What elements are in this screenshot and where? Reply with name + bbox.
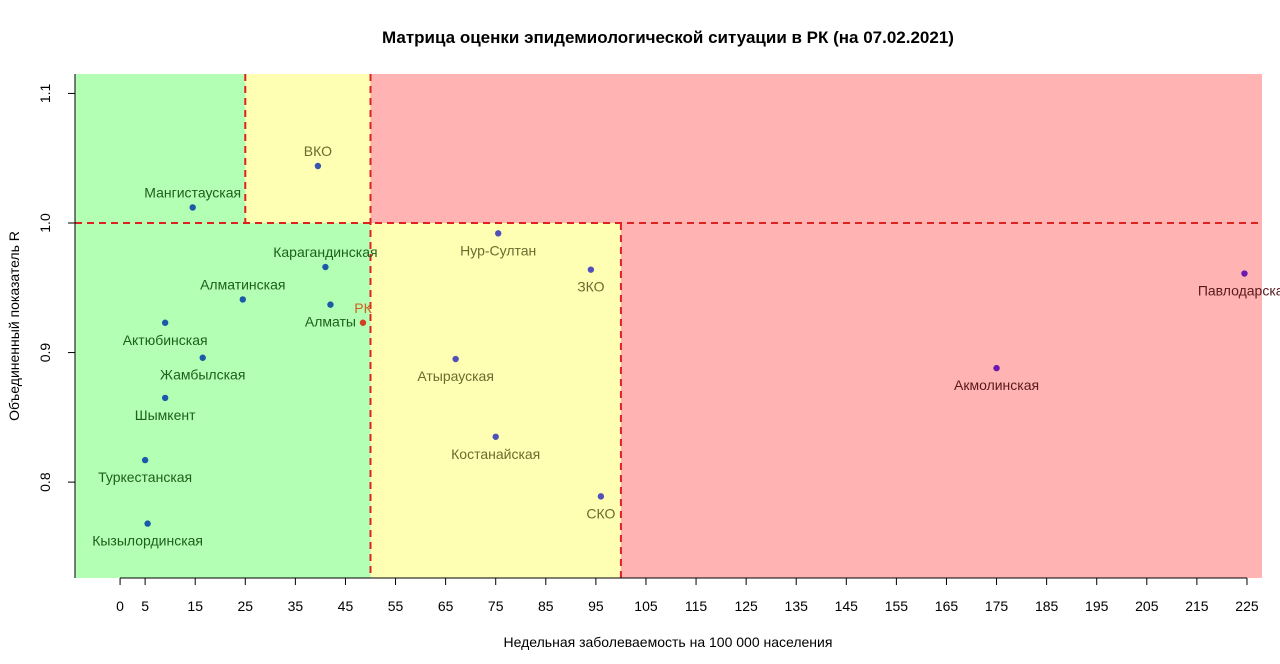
data-point <box>492 433 499 440</box>
x-tick-label: 115 <box>685 598 708 614</box>
x-tick-label: 165 <box>935 598 959 614</box>
point-label: Жамбылская <box>160 367 245 383</box>
data-point <box>199 354 206 361</box>
zone-0 <box>75 74 246 223</box>
point-labels: ВКО Мангистауская Карагандинская Алматинска… <box>92 143 1280 549</box>
data-point <box>597 493 605 500</box>
x-tick-label: 195 <box>1085 598 1109 614</box>
x-tick-label: 215 <box>1185 598 1209 614</box>
x-tick-label: 0 <box>116 598 124 614</box>
point-label: Мангистауская <box>144 184 241 200</box>
data-point <box>327 301 334 308</box>
x-tick-label: 5 <box>141 598 149 614</box>
y-tick-label: 0.8 <box>37 472 53 492</box>
data-point <box>161 394 169 402</box>
data-point <box>1241 270 1248 277</box>
data-points <box>141 162 1248 527</box>
zone-3 <box>75 222 371 578</box>
x-tick-label: 55 <box>388 598 404 614</box>
point-label: Актюбинская <box>123 332 208 348</box>
point-label: СКО <box>586 505 615 521</box>
chart-title: Матрица оценки эпидемиологической ситуац… <box>382 28 954 47</box>
point-label: Павлодарская <box>1198 283 1280 299</box>
data-point <box>495 230 502 237</box>
x-tick-label: 225 <box>1235 598 1259 614</box>
x-tick-label: 205 <box>1135 598 1159 614</box>
x-tick-label: 145 <box>835 598 859 614</box>
point-label: РК <box>354 300 372 316</box>
x-tick-label: 185 <box>1035 598 1059 614</box>
x-axis-title: Недельная заболеваемость на 100 000 насе… <box>503 634 833 650</box>
data-point <box>189 204 196 211</box>
point-label: Нур-Султан <box>460 242 536 258</box>
x-tick-label: 95 <box>588 598 604 614</box>
data-point <box>359 319 367 326</box>
data-point <box>322 263 329 271</box>
data-point <box>452 355 459 363</box>
data-point <box>314 162 322 170</box>
x-tick-label: 45 <box>338 598 354 614</box>
x-tick-label: 75 <box>488 598 504 614</box>
x-tick-label: 65 <box>438 598 454 614</box>
x-tick-label: 125 <box>734 598 758 614</box>
y-tick-label: 1.1 <box>37 83 53 103</box>
data-point <box>161 319 169 326</box>
data-point <box>239 296 246 303</box>
zone-2 <box>370 74 1262 223</box>
axes: 0 5 15 25 35 45 55 65 75 85 95 105 115 125 135 145 155 16… <box>37 74 1259 614</box>
point-label: Кызылординская <box>92 533 203 549</box>
point-label: Костанайская <box>451 446 540 462</box>
zone-1 <box>245 74 371 223</box>
zone-5 <box>620 222 1262 578</box>
point-label: Шымкент <box>135 407 196 423</box>
x-tick-label: 105 <box>634 598 658 614</box>
x-tick-label: 155 <box>885 598 909 614</box>
data-point <box>993 364 1000 372</box>
x-tick-label: 25 <box>237 598 253 614</box>
point-label: Туркестанская <box>98 469 192 485</box>
data-point <box>587 266 595 273</box>
point-label: Атырауская <box>417 368 494 384</box>
point-label: Акмолинская <box>954 377 1039 393</box>
x-tick-label: 85 <box>538 598 554 614</box>
x-tick-label: 15 <box>187 598 203 614</box>
y-tick-label: 0.9 <box>37 343 53 363</box>
x-tick-label: 175 <box>985 598 1009 614</box>
data-point <box>141 456 149 464</box>
x-tick-label: 35 <box>288 598 304 614</box>
y-tick-label: 1.0 <box>37 213 53 233</box>
point-label: Алматы <box>305 314 356 330</box>
point-label: ЗКО <box>577 279 604 295</box>
point-label: Алматинская <box>200 276 285 292</box>
zone-4 <box>370 222 621 578</box>
threshold-lines <box>75 74 1262 578</box>
x-tick-label: 135 <box>785 598 809 614</box>
point-label: Карагандинская <box>273 244 377 260</box>
risk-zones <box>75 74 1262 578</box>
point-label: ВКО <box>304 143 332 159</box>
data-point <box>144 520 151 527</box>
